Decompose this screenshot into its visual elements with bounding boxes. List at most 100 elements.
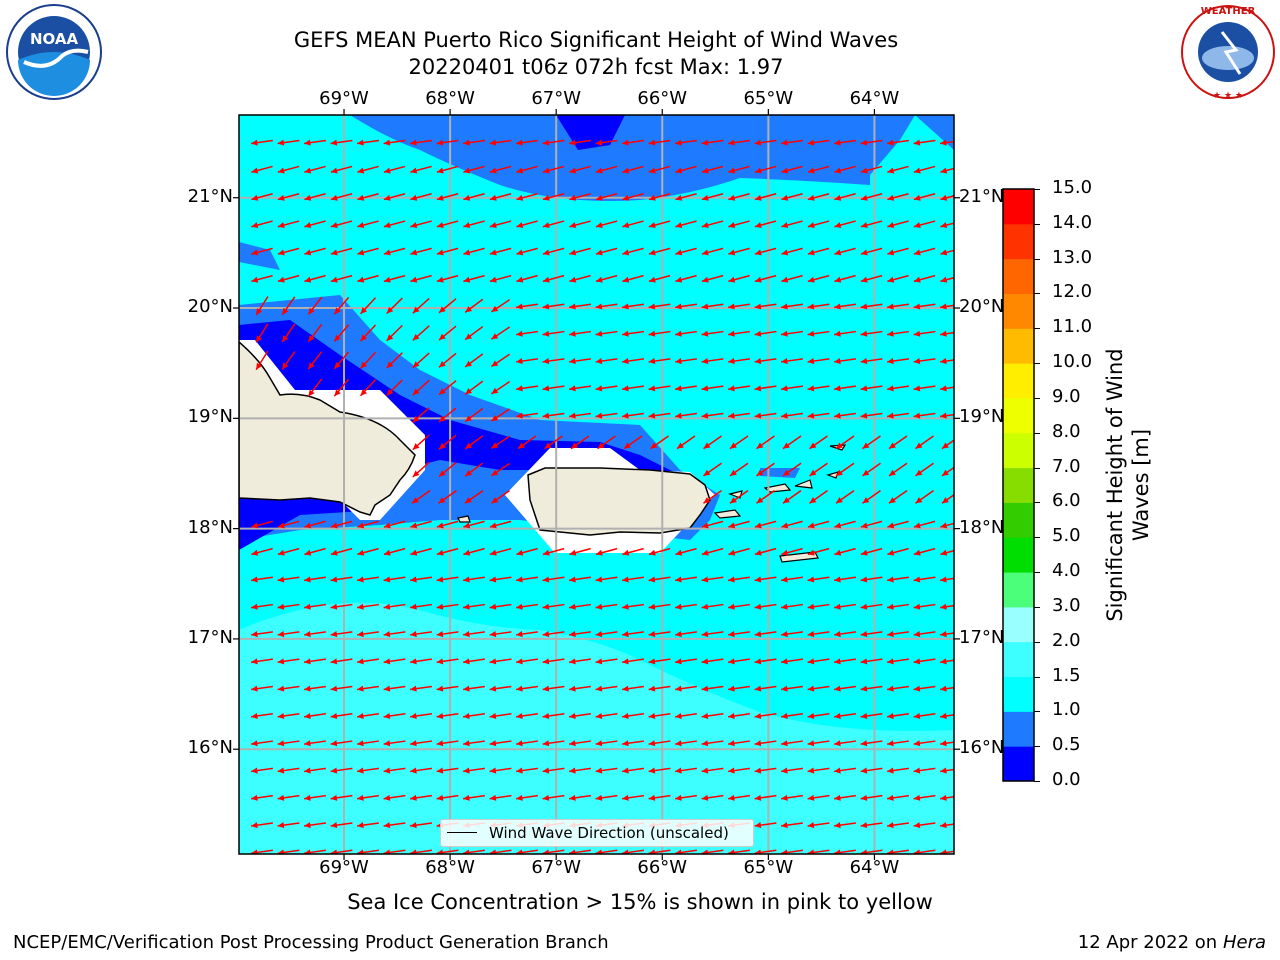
wind-wave-arrowhead <box>754 822 762 829</box>
wind-wave-arrowhead <box>595 412 603 419</box>
wind-wave-arrowhead <box>465 306 473 313</box>
wind-wave-arrowhead <box>410 712 417 719</box>
map-grid <box>239 115 954 854</box>
wind-wave-arrowhead <box>330 549 338 556</box>
wind-wave-arrowhead <box>754 167 762 174</box>
wind-wave-arrowhead <box>754 631 762 638</box>
colorbar-tick-mark <box>1034 293 1040 295</box>
wind-wave-arrowhead <box>516 685 523 692</box>
wind-wave-arrowhead <box>304 712 311 719</box>
wind-wave-arrowhead <box>809 442 817 449</box>
wind-wave-arrowhead <box>648 603 656 610</box>
wind-wave-arrowhead <box>410 194 418 201</box>
wind-wave-arrowhead <box>754 794 762 801</box>
colorbar-tick-mark <box>1034 432 1040 434</box>
wind-wave-arrowhead <box>941 442 949 449</box>
lat-tick-label: 18°N <box>187 516 233 538</box>
wind-wave-arrowhead <box>489 740 497 747</box>
wind-wave-arrowhead <box>277 139 285 146</box>
wind-wave-arrowhead <box>569 249 577 256</box>
colorbar-tick-mark <box>1034 502 1040 504</box>
wind-wave-arrowhead <box>569 794 576 801</box>
wind-wave-arrowhead <box>491 415 499 422</box>
wind-wave-arrowhead <box>729 442 737 449</box>
wind-wave-arrowhead <box>542 712 550 719</box>
wind-wave-arrowhead <box>860 712 868 719</box>
wind-wave-arrowhead <box>913 849 921 854</box>
wind-wave-arrowhead <box>701 603 709 610</box>
wind-wave-arrowhead <box>304 822 311 829</box>
wind-wave-arrowhead <box>782 497 790 504</box>
wind-wave-arrowhead <box>781 658 788 665</box>
wind-wave-arrowhead <box>648 631 656 638</box>
wind-wave-arrowhead <box>675 249 683 256</box>
wind-wave-arrowhead <box>728 330 735 337</box>
wind-wave-arrowhead <box>728 658 735 665</box>
wind-wave-arrowhead <box>913 794 921 801</box>
wind-wave-arrowhead <box>436 767 444 774</box>
wind-wave-arrowhead <box>277 194 285 201</box>
wind-wave-arrowhead <box>807 658 815 665</box>
wind-wave-arrowhead <box>357 767 364 774</box>
wind-wave-arrowhead <box>728 249 736 256</box>
wind-wave-arrowhead <box>675 740 682 747</box>
colorbar-segment <box>1003 641 1034 678</box>
wind-wave-arrowhead <box>728 794 735 801</box>
wind-wave-arrowhead <box>465 442 473 449</box>
wind-wave-arrowhead <box>516 194 524 201</box>
wind-wave-arrowhead <box>436 631 444 638</box>
wind-wave-arrowhead <box>542 276 550 283</box>
wind-wave-arrowhead <box>807 576 815 583</box>
wind-wave-arrowhead <box>542 139 550 146</box>
wind-wave-arrowhead <box>835 497 843 504</box>
wind-wave-arrowhead <box>648 685 656 692</box>
wind-wave-arrowhead <box>622 712 629 719</box>
wind-wave-arrowhead <box>860 194 868 201</box>
wind-wave-arrowhead <box>463 139 470 146</box>
wind-wave-arrowhead <box>516 222 524 229</box>
colorbar-tick-label: 11.0 <box>1052 316 1093 338</box>
lat-tick-label: 21°N <box>959 185 1003 207</box>
wind-wave-arrowhead <box>463 276 471 283</box>
wind-wave-arrowhead <box>913 822 921 829</box>
wind-wave-arrowhead <box>436 522 444 529</box>
wind-wave-arrowhead <box>489 631 497 638</box>
wind-wave-arrowhead <box>516 658 523 665</box>
wind-wave-arrowhead <box>330 822 338 829</box>
wind-wave-arrowhead <box>251 767 258 774</box>
wind-wave-arrowhead <box>781 385 788 392</box>
wind-wave-arrowhead <box>251 522 259 529</box>
wind-wave-arrowhead <box>517 442 525 449</box>
wind-wave-arrowhead <box>648 194 656 201</box>
colorbar-tick-mark <box>1034 363 1040 365</box>
wind-wave-arrowhead <box>465 333 473 340</box>
wind-wave-arrowhead <box>251 576 258 583</box>
wind-wave-arrowhead <box>913 139 921 146</box>
colorbar-segment <box>1003 606 1034 643</box>
wind-wave-arrowhead <box>569 576 576 583</box>
wind-wave-arrowhead <box>622 358 629 365</box>
wind-wave-arrowhead <box>304 139 311 146</box>
wind-wave-arrowhead <box>913 167 921 174</box>
wind-wave-arrowhead <box>330 249 338 256</box>
wind-wave-arrowhead <box>330 167 338 174</box>
wind-wave-arrowhead <box>386 361 394 369</box>
wind-wave-arrowhead <box>834 658 841 665</box>
wind-wave-arrowhead <box>754 249 762 256</box>
wind-wave-arrowhead <box>412 306 420 314</box>
wind-wave-arrowhead <box>860 576 868 583</box>
wind-wave-arrowhead <box>648 276 656 283</box>
wind-wave-arrowhead <box>913 712 921 719</box>
colorbar-segment <box>1003 328 1034 364</box>
lon-tick-label: 66°W <box>637 88 688 109</box>
wind-wave-arrowhead <box>834 249 842 256</box>
wind-wave-arrowhead <box>330 740 338 747</box>
wind-wave-arrowhead <box>807 194 815 201</box>
wind-wave-arrowhead <box>860 549 868 556</box>
wind-wave-arrowhead <box>835 469 843 476</box>
wind-wave-arrowhead <box>701 330 709 337</box>
wind-wave-arrowhead <box>542 658 550 665</box>
colorbar-segment <box>1003 363 1034 399</box>
lat-tick-label: 21°N <box>187 185 233 207</box>
wind-wave-arrowhead <box>648 794 656 801</box>
